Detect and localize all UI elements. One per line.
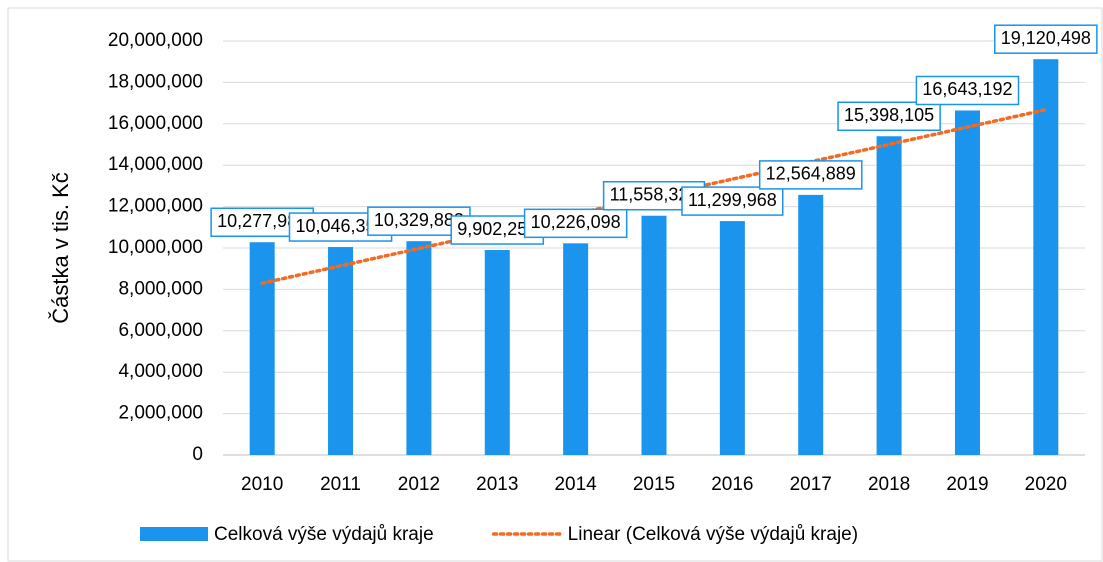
data-label: 9,902,252 xyxy=(457,219,537,239)
x-tick-label: 2018 xyxy=(868,474,910,495)
x-tick-label: 2015 xyxy=(633,474,675,495)
x-tick-label: 2017 xyxy=(790,474,832,495)
bar xyxy=(249,242,275,455)
y-axis-label: Částka v tis. Kč xyxy=(48,172,73,324)
y-tick-label: 16,000,000 xyxy=(108,113,203,134)
bar xyxy=(798,194,824,455)
bar xyxy=(719,221,745,455)
legend-swatch xyxy=(140,527,208,541)
data-label: 11,299,968 xyxy=(688,190,777,210)
data-label: 10,277,988 xyxy=(217,211,307,231)
bar xyxy=(406,241,432,455)
data-label: 10,226,098 xyxy=(531,212,621,232)
data-label: 10,046,353 xyxy=(295,216,385,236)
data-label: 19,120,498 xyxy=(1001,28,1091,48)
legend-label: Linear (Celková výše výdajů kraje) xyxy=(568,524,858,545)
data-label-box xyxy=(994,24,1098,54)
data-label: 11,558,325 xyxy=(610,184,699,204)
bar xyxy=(1033,59,1059,456)
bar xyxy=(328,247,354,455)
x-tick-label: 2019 xyxy=(946,474,988,495)
y-tick-label: 12,000,000 xyxy=(108,196,203,217)
y-tick-label: 10,000,000 xyxy=(108,237,203,258)
y-tick-label: 14,000,000 xyxy=(108,154,203,175)
data-label-box xyxy=(681,186,784,216)
x-tick-label: 2020 xyxy=(1025,474,1067,495)
x-tick-label: 2014 xyxy=(554,474,597,495)
x-tick-label: 2011 xyxy=(320,474,361,495)
data-label-box xyxy=(915,75,1020,106)
y-tick-label: 4,000,000 xyxy=(118,361,203,382)
x-tick-label: 2013 xyxy=(476,474,518,495)
data-label-box xyxy=(837,101,941,132)
data-label: 15,398,105 xyxy=(844,105,934,125)
bar xyxy=(484,250,510,455)
legend-label: Celková výše výdajů kraje xyxy=(214,524,434,545)
bar xyxy=(876,136,902,456)
x-tick-label: 2016 xyxy=(711,474,753,495)
data-label: 16,643,192 xyxy=(922,79,1012,99)
x-tick-label: 2012 xyxy=(398,474,440,495)
y-tick-label: 2,000,000 xyxy=(118,403,203,424)
bar xyxy=(641,215,667,455)
x-tick-label: 2010 xyxy=(241,474,283,495)
y-tick-label: 0 xyxy=(192,444,203,465)
data-label-box xyxy=(523,208,628,239)
y-tick-label: 6,000,000 xyxy=(118,320,203,341)
data-label: 12,564,889 xyxy=(766,164,856,184)
data-label-box xyxy=(758,160,863,190)
y-tick-label: 20,000,000 xyxy=(108,30,203,51)
bar xyxy=(954,110,980,455)
y-tick-label: 18,000,000 xyxy=(108,71,203,92)
bar xyxy=(563,243,589,455)
data-label: 10,329,883 xyxy=(374,210,464,230)
y-tick-label: 8,000,000 xyxy=(118,278,203,299)
